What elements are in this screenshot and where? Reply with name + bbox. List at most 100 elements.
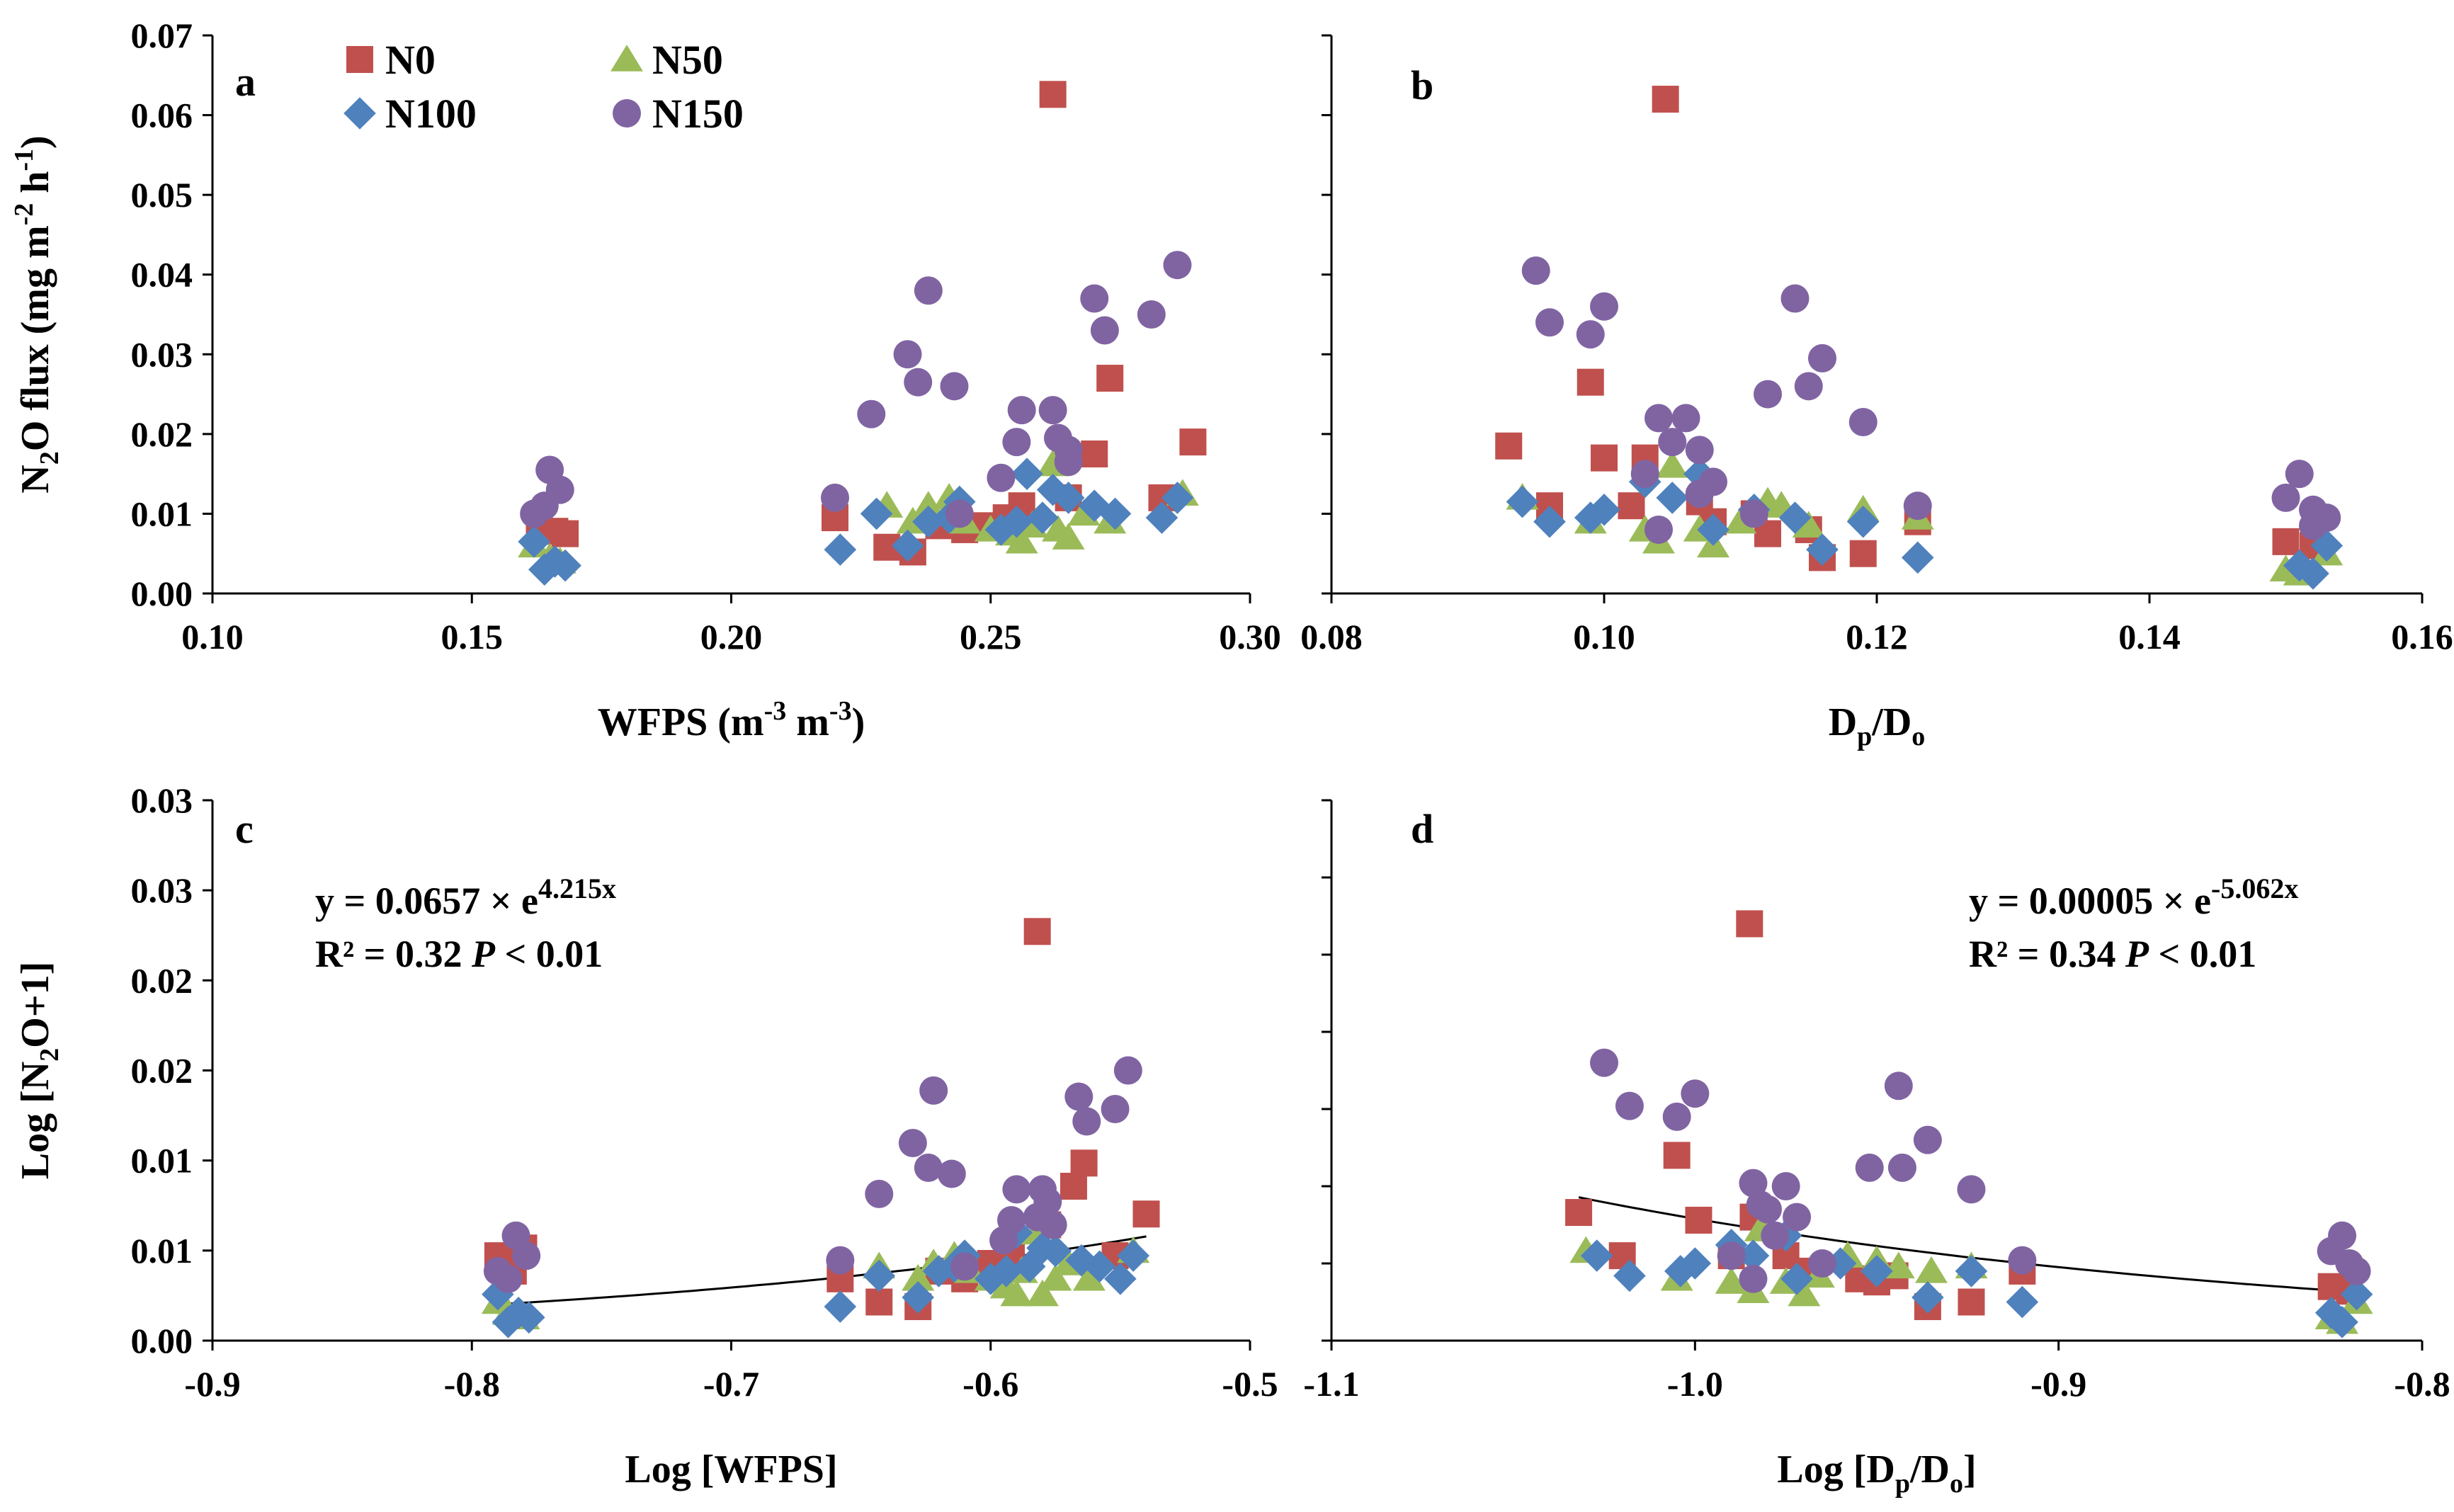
y-axis-label-sub: 2 [35,451,64,465]
y-axis-label-part: N [13,465,57,493]
x-axis-label: WFPS (m-3 m-3) [598,696,865,744]
data-point-N0 [2272,528,2300,555]
data-point-N150 [1957,1175,1986,1204]
data-point-N150 [2328,1221,2357,1250]
data-point-N100 [989,1255,1023,1288]
x-tick-label: 0.20 [700,617,763,656]
x-tick-label: -0.9 [2030,1364,2086,1404]
data-point-N0 [1591,444,1618,472]
data-point-N50 [911,491,945,518]
x-axis-label: Dp/Do [1829,700,1926,751]
x-tick-label: 0.10 [181,617,244,656]
data-point-N150 [904,368,933,397]
x-tick-label: 0.12 [1846,617,1908,656]
data-point-N100 [1104,1263,1137,1295]
data-point-N100 [1737,1239,1770,1272]
legend-marker-N0 [346,46,373,73]
data-point-N150 [1671,404,1700,433]
data-point-N100 [1161,482,1194,514]
y-tick-label: 0.03 [131,334,193,374]
legend-label-N50: N50 [652,37,723,83]
data-point-N100 [2006,1285,2039,1319]
data-point-N150 [494,1264,523,1293]
data-point-N100 [1806,533,1839,566]
data-point-N50 [1788,1279,1821,1307]
data-point-N150 [898,1128,927,1157]
x-tick-label: -0.9 [184,1364,240,1404]
data-point-N100 [824,533,857,566]
data-point-N150 [1808,343,1836,373]
legend-label-N150: N150 [652,91,744,137]
data-point-N100 [1901,541,1934,574]
data-point-N0 [552,520,579,547]
data-point-N100 [1011,457,1043,490]
data-point-N100 [1026,501,1059,534]
data-point-N50 [1000,1279,1033,1307]
fit-p-value: < 0.01 [2149,933,2256,975]
data-point-N150 [950,1252,979,1281]
data-point-N50 [1656,450,1689,478]
data-point-N150 [987,463,1016,492]
fit-p-symbol: P [2125,933,2149,975]
x-axis-label-sub: o [1950,1469,1963,1499]
data-point-N0 [1023,918,1051,945]
data-point-N150 [1080,284,1109,313]
data-point-N150 [1521,256,1550,285]
data-point-N0 [1081,440,1108,467]
data-point-N150 [1002,428,1031,457]
data-point-N100 [1911,1281,1944,1314]
y-tick-label: 0.05 [131,175,193,215]
x-axis-label: Log [Dp/Do] [1777,1448,1976,1499]
fit-equation: y = 0.0657 × e4.215x [315,872,616,922]
data-point-N150 [937,1159,966,1188]
data-point-N50 [1005,526,1038,554]
data-point-N100 [518,525,550,558]
y-axis-label-sup: -1 [9,149,39,171]
data-point-N100 [513,1301,545,1334]
data-point-N150 [1113,1056,1142,1085]
data-point-N100 [1656,482,1689,514]
fit-r2-label: R² = 0.32 P < 0.01 [315,933,603,975]
data-point-N0 [1958,1288,1985,1316]
data-point-N150 [1887,1153,1916,1182]
data-point-N0 [1685,1206,1712,1234]
data-point-N150 [1699,467,1727,496]
x-tick-label: -0.8 [444,1364,500,1404]
data-point-N150 [1002,1175,1031,1204]
x-axis-label-sub: p [1895,1469,1910,1499]
data-point-N150 [945,499,974,528]
data-point-N150 [1064,1082,1093,1111]
panel-label: d [1411,806,1433,852]
data-point-N150 [1681,1079,1710,1108]
data-point-N0 [1663,1142,1691,1169]
data-point-N100 [1533,505,1566,538]
data-point-N100 [549,549,581,582]
data-point-N100 [1039,1234,1072,1268]
x-axis-label-sup: -3 [764,696,787,726]
fit-p-value: < 0.01 [495,933,603,975]
x-tick-label: -0.6 [962,1364,1018,1404]
x-axis-label: Log [WFPS] [625,1448,837,1491]
data-point-N100 [1678,1247,1712,1280]
x-axis-label-sub: o [1911,722,1925,751]
data-point-N150 [1576,320,1605,349]
fit-r2-label: R² = 0.34 P < 0.01 [1969,933,2256,975]
data-point-N150 [1644,404,1673,433]
y-axis-label-part: h [13,171,57,203]
data-point-N100 [1145,501,1178,534]
x-tick-label: -1.1 [1303,1364,1359,1404]
series-N100 [518,457,1194,586]
x-tick-label: -0.7 [703,1364,759,1404]
data-point-N150 [914,1153,943,1182]
legend-label-N0: N0 [385,37,436,83]
x-axis-label-part: m [786,700,829,744]
y-tick-label: 0.01 [131,494,193,533]
data-point-N150 [1754,1195,1782,1224]
data-point-N150 [1848,407,1878,436]
x-tick-label: 0.08 [1300,617,1363,656]
data-point-N150 [1101,1095,1130,1123]
data-point-N50 [1724,506,1757,534]
data-point-N150 [2271,483,2300,512]
data-point-N100 [1780,1263,1813,1295]
data-point-N100 [1000,505,1033,538]
